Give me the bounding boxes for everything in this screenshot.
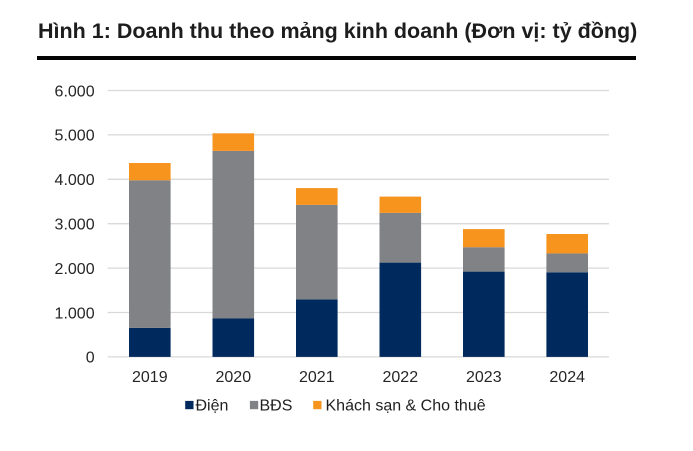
svg-text:2020: 2020 — [216, 369, 252, 386]
svg-text:2019: 2019 — [132, 369, 168, 386]
svg-text:2.000: 2.000 — [55, 261, 95, 278]
svg-text:2023: 2023 — [466, 369, 502, 386]
svg-text:Khách sạn & Cho thuê: Khách sạn & Cho thuê — [326, 397, 486, 414]
svg-text:6.000: 6.000 — [55, 83, 95, 100]
svg-text:Điện: Điện — [196, 397, 229, 414]
svg-text:4.000: 4.000 — [55, 172, 95, 189]
svg-text:3.000: 3.000 — [55, 217, 95, 234]
svg-text:2024: 2024 — [549, 369, 585, 386]
svg-text:1.000: 1.000 — [55, 305, 95, 322]
svg-text:5.000: 5.000 — [55, 128, 95, 145]
svg-text:2022: 2022 — [383, 369, 419, 386]
svg-text:2021: 2021 — [299, 369, 335, 386]
svg-text:BĐS: BĐS — [260, 397, 293, 414]
svg-text:0: 0 — [86, 350, 95, 367]
